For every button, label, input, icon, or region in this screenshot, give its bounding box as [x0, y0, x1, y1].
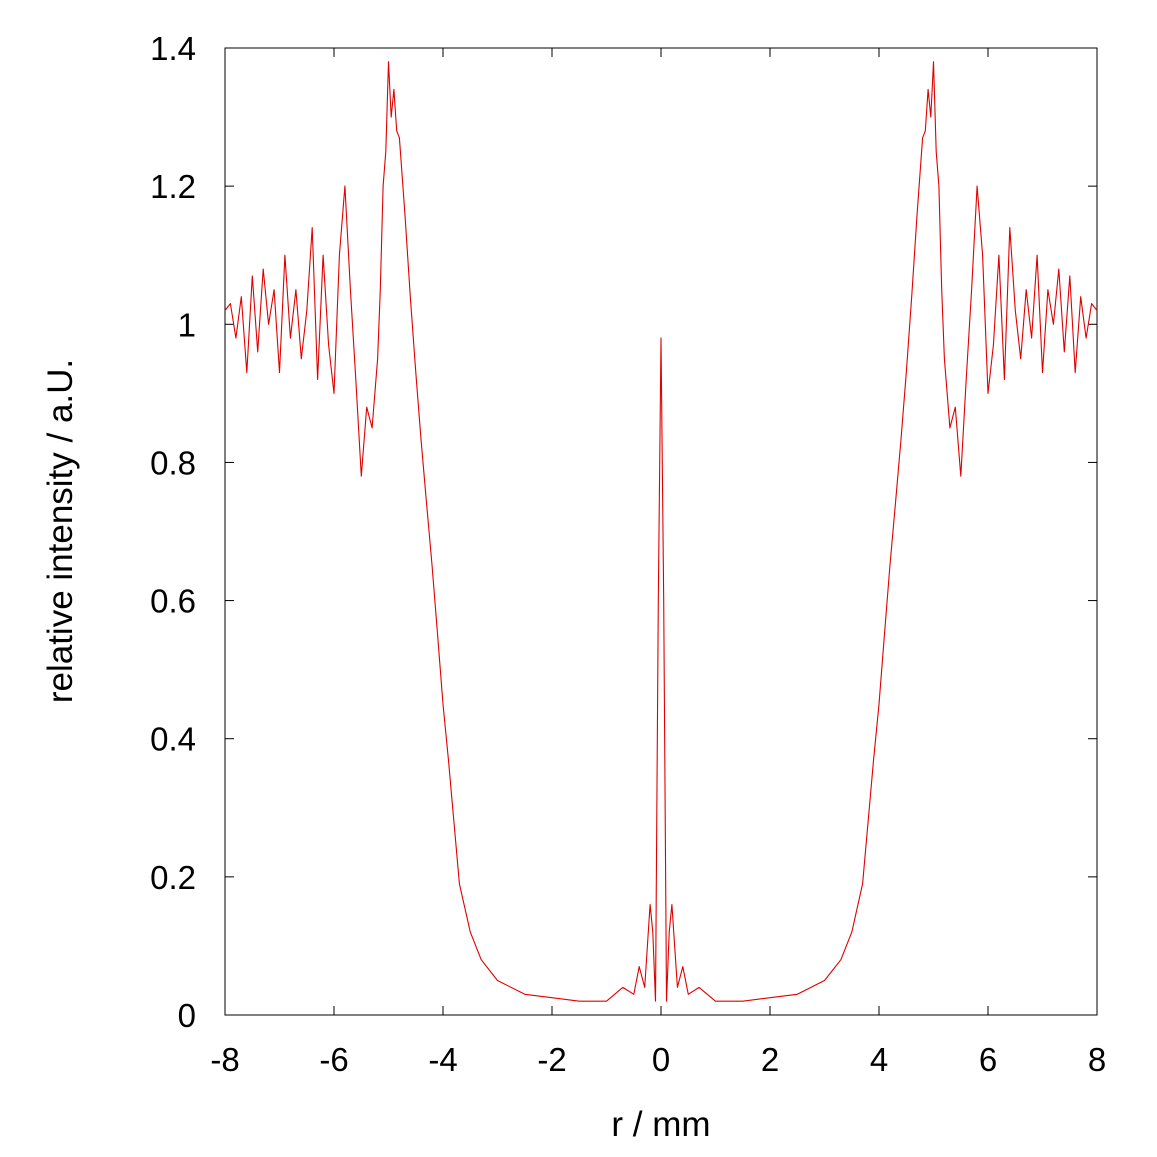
y-tick-label: 1 — [178, 306, 196, 343]
x-tick-label: -2 — [537, 1041, 566, 1078]
y-tick-label: 0.2 — [150, 859, 196, 896]
x-tick-label: 4 — [870, 1041, 888, 1078]
x-tick-label: 0 — [652, 1041, 670, 1078]
y-axis-title: relative intensity / a.U. — [41, 359, 80, 703]
x-axis-ticks: -8 -6 -4 -2 0 2 4 6 8 — [210, 48, 1106, 1078]
y-tick-label: 1.2 — [150, 168, 196, 205]
x-tick-label: 6 — [979, 1041, 997, 1078]
x-axis-title: r / mm — [611, 1105, 710, 1144]
y-tick-label: 0.6 — [150, 583, 196, 620]
y-tick-label: 0 — [178, 997, 196, 1034]
x-tick-label: 8 — [1088, 1041, 1106, 1078]
x-tick-label: 2 — [761, 1041, 779, 1078]
x-tick-label: -4 — [428, 1041, 457, 1078]
y-tick-label: 0.4 — [150, 721, 196, 758]
intensity-profile-line — [224, 61, 1098, 1002]
y-tick-label: 1.4 — [150, 30, 196, 67]
x-tick-label: -8 — [210, 1041, 239, 1078]
x-tick-label: -6 — [319, 1041, 348, 1078]
y-axis-ticks: 0 0.2 0.4 0.6 0.8 1 1.2 1.4 — [150, 30, 1097, 1034]
y-tick-label: 0.8 — [150, 444, 196, 481]
plot-area — [224, 47, 1098, 1016]
